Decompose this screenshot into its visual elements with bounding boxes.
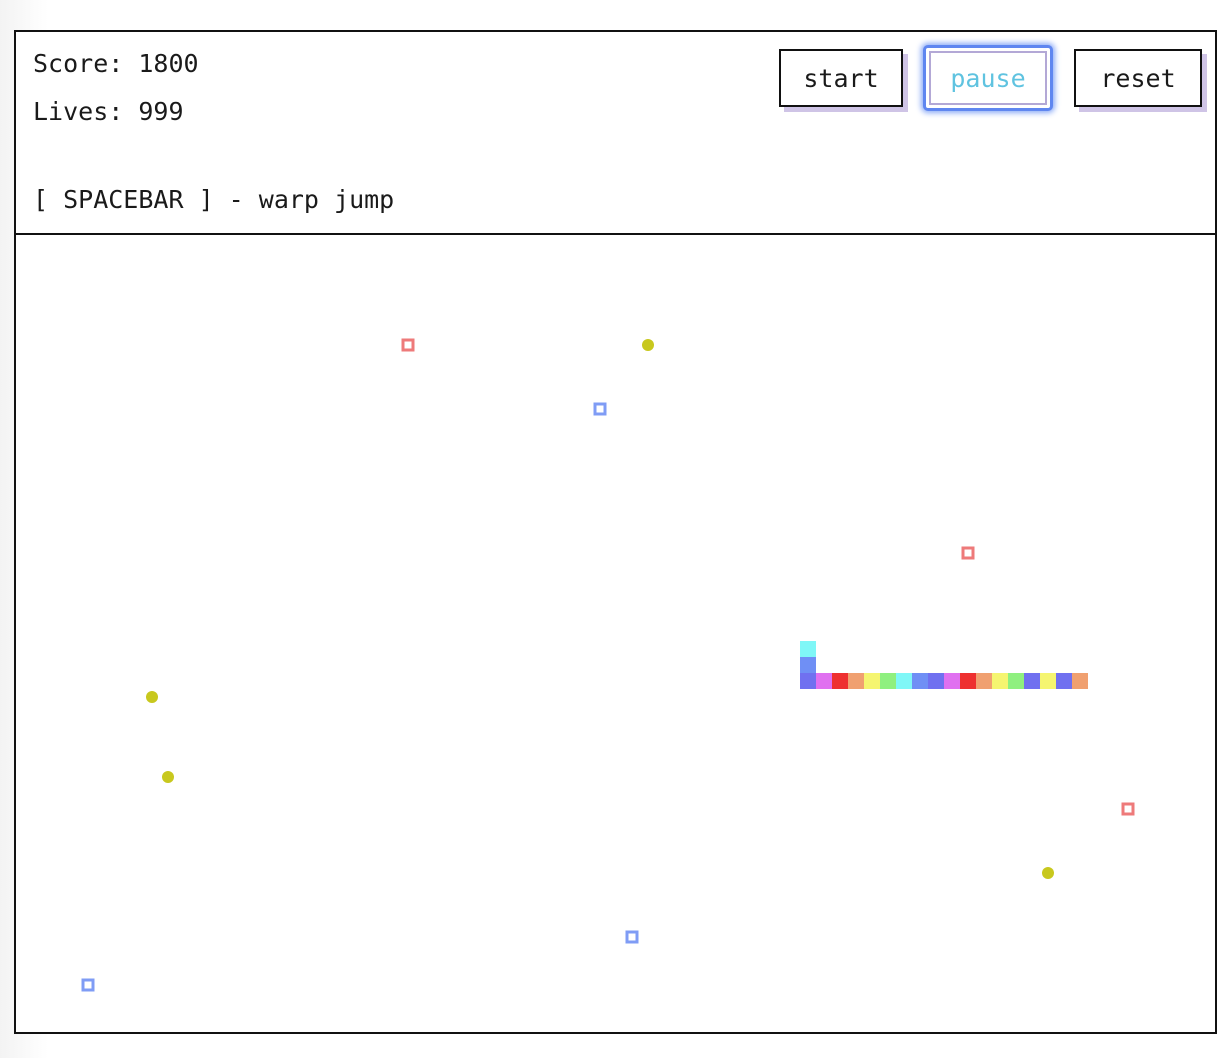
food-pellet	[642, 339, 654, 351]
reset-button[interactable]: reset	[1074, 49, 1202, 107]
snake-segment	[1040, 673, 1056, 689]
food-pellet	[162, 771, 174, 783]
game-canvas[interactable]	[16, 235, 1215, 1032]
snake-segment	[944, 673, 960, 689]
snake-segment	[864, 673, 880, 689]
lives-display: Lives: 999	[33, 97, 184, 126]
snake-segment	[1072, 673, 1088, 689]
controls-hint: [ SPACEBAR ] - warp jump	[33, 185, 395, 214]
warp-portal	[593, 402, 607, 416]
snake-segment	[800, 657, 816, 673]
start-button[interactable]: start	[779, 49, 903, 107]
game-container: Score: 1800 Lives: 999 [ SPACEBAR ] - wa…	[14, 30, 1217, 1034]
snake-segment	[1056, 673, 1072, 689]
snake-segment	[832, 673, 848, 689]
snake-segment	[880, 673, 896, 689]
hazard-block	[1121, 802, 1135, 816]
pause-button-label: pause	[929, 51, 1047, 105]
warp-portal	[81, 978, 95, 992]
score-display: Score: 1800	[33, 49, 199, 78]
snake-segment	[1008, 673, 1024, 689]
snake-segment	[800, 673, 816, 689]
hazard-block	[401, 338, 415, 352]
food-pellet	[1042, 867, 1054, 879]
snake-head	[800, 641, 816, 657]
snake-segment	[912, 673, 928, 689]
hud-panel: Score: 1800 Lives: 999 [ SPACEBAR ] - wa…	[16, 32, 1215, 235]
game-board[interactable]	[16, 235, 1215, 1032]
snake-segment	[928, 673, 944, 689]
snake-segment	[896, 673, 912, 689]
warp-portal	[625, 930, 639, 944]
food-pellet	[146, 691, 158, 703]
snake-segment	[816, 673, 832, 689]
snake-segment	[992, 673, 1008, 689]
snake-segment	[976, 673, 992, 689]
snake-segment	[1024, 673, 1040, 689]
snake-segment	[848, 673, 864, 689]
hazard-block	[961, 546, 975, 560]
snake-segment	[960, 673, 976, 689]
pause-button[interactable]: pause	[923, 45, 1053, 111]
